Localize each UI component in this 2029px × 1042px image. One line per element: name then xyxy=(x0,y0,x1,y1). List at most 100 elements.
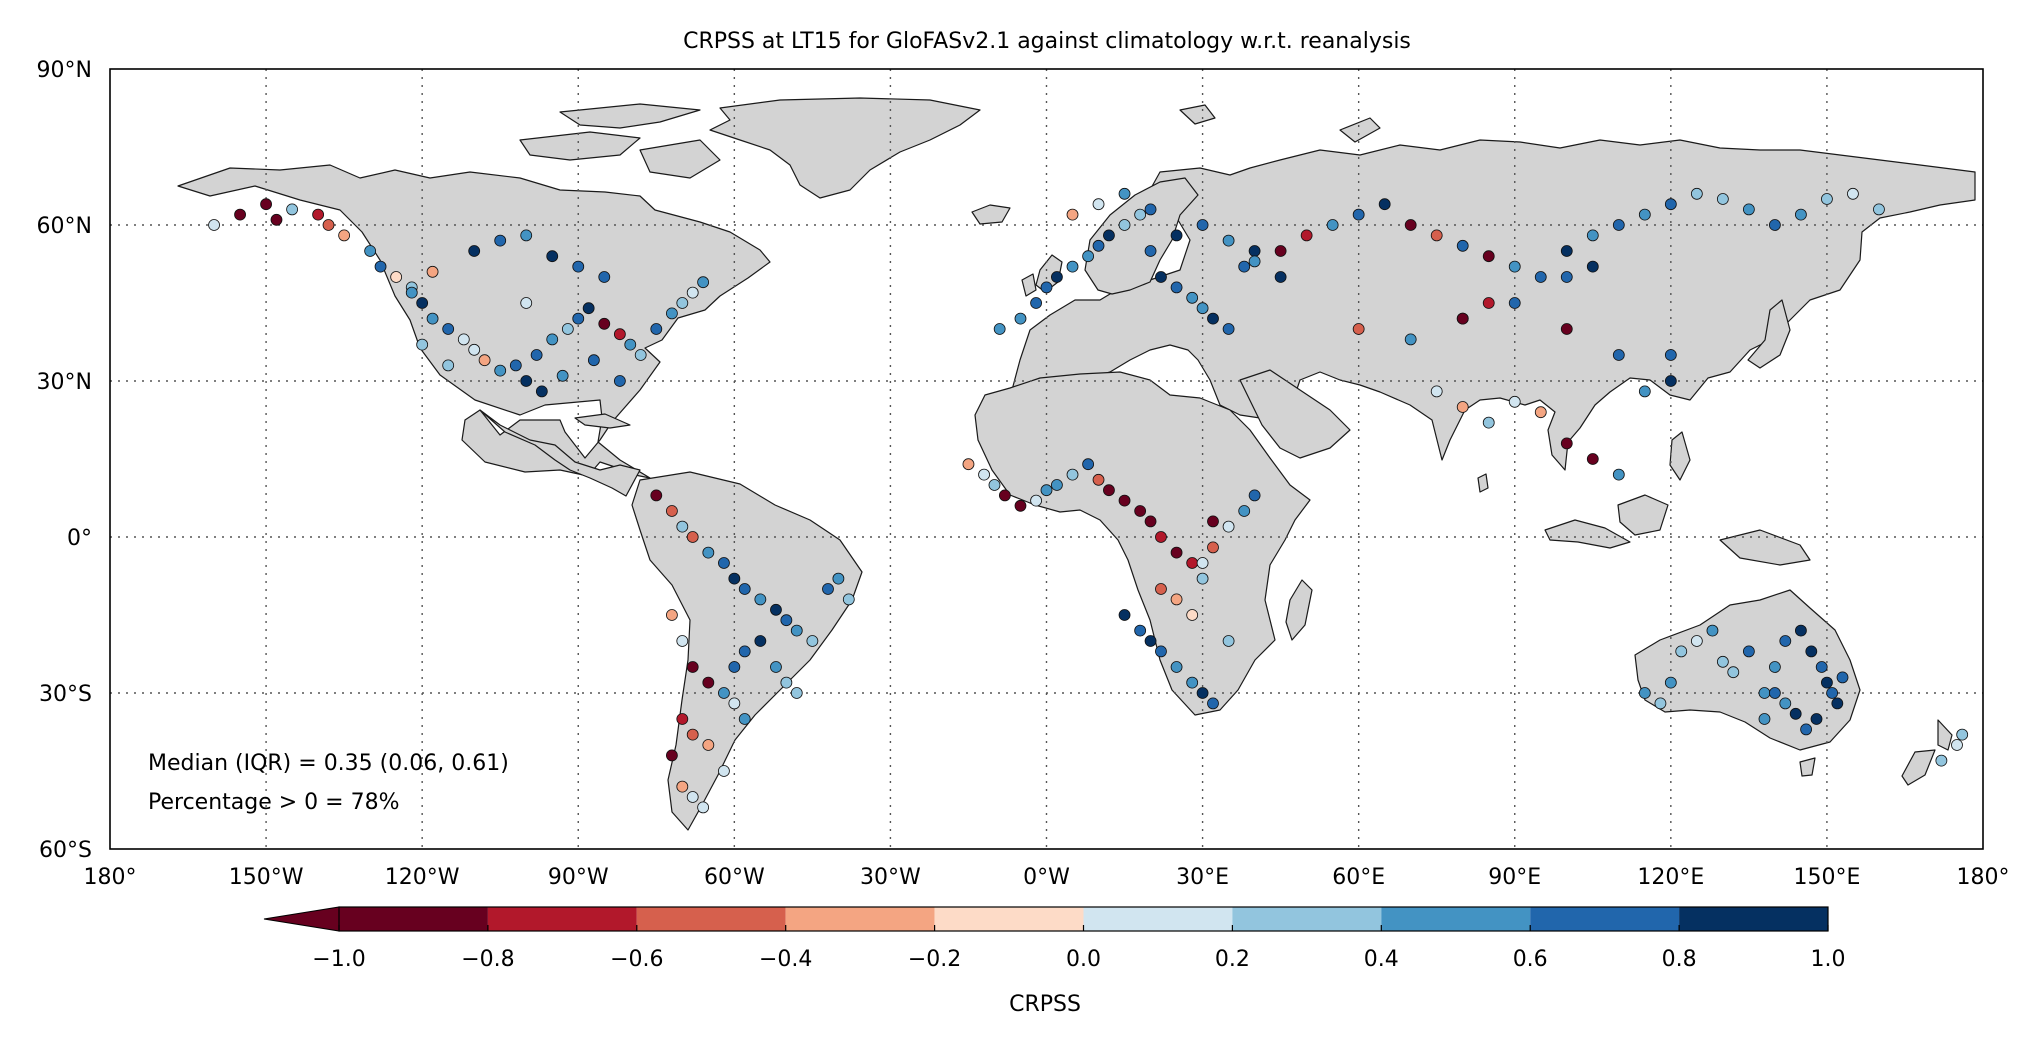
station-marker xyxy=(1207,312,1219,325)
station-marker xyxy=(728,661,741,673)
lon-tick-label: 30°E xyxy=(1176,865,1229,890)
station-marker xyxy=(718,765,730,777)
station-marker xyxy=(1155,645,1167,658)
station-marker xyxy=(1664,375,1677,387)
colorbar-segment xyxy=(934,907,1084,931)
station-marker xyxy=(1103,484,1115,497)
station-marker xyxy=(993,323,1006,335)
land-novaya-zemlya xyxy=(1339,117,1381,143)
station-marker xyxy=(718,687,730,699)
colorbar-segment xyxy=(636,907,786,931)
land-new-zealand-south xyxy=(1901,749,1936,786)
station-marker xyxy=(1560,437,1573,450)
station-marker xyxy=(1222,234,1235,247)
station-marker xyxy=(494,234,507,247)
station-marker xyxy=(556,369,569,382)
station-marker xyxy=(978,468,990,481)
station-marker xyxy=(1118,609,1131,621)
station-marker xyxy=(1638,385,1651,398)
lat-tick-label: 60°N xyxy=(37,214,92,239)
station-marker xyxy=(697,801,710,814)
station-marker xyxy=(650,489,663,502)
land-tasmania xyxy=(1799,757,1816,777)
station-marker xyxy=(1144,515,1157,528)
station-marker xyxy=(780,614,793,627)
station-marker xyxy=(1758,687,1771,699)
station-marker xyxy=(1144,245,1157,257)
lon-tick-label: 150°E xyxy=(1793,865,1860,890)
colorbar-segment xyxy=(487,907,637,931)
station-marker xyxy=(1508,297,1521,309)
station-marker xyxy=(1768,219,1781,231)
landmasses xyxy=(177,97,1976,831)
station-marker xyxy=(1092,239,1105,252)
station-marker xyxy=(1326,219,1339,231)
station-marker xyxy=(1248,245,1261,257)
station-marker xyxy=(1014,499,1027,512)
station-marker xyxy=(1716,655,1729,668)
station-marker xyxy=(718,557,730,569)
station-marker xyxy=(738,713,751,725)
station-marker xyxy=(728,572,741,585)
station-marker xyxy=(832,572,845,585)
station-marker xyxy=(676,520,689,533)
station-marker xyxy=(728,697,741,710)
station-marker xyxy=(666,749,678,762)
station-marker xyxy=(1155,583,1167,595)
station-marker xyxy=(1066,208,1079,221)
colorbar-tick-label: −0.6 xyxy=(610,947,663,972)
station-marker xyxy=(754,635,767,647)
station-marker xyxy=(770,661,782,673)
station-marker xyxy=(546,333,559,346)
station-markers xyxy=(208,187,1969,814)
chart-title: CRPSS at LT15 for GloFASv2.1 against cli… xyxy=(683,29,1411,54)
station-marker xyxy=(1186,291,1199,304)
land-central-america xyxy=(479,409,641,497)
lat-tick-label: 30°N xyxy=(37,370,92,395)
station-marker xyxy=(676,635,689,647)
station-marker xyxy=(1951,739,1963,751)
station-marker xyxy=(1092,198,1105,211)
station-marker xyxy=(702,739,715,751)
station-marker xyxy=(666,609,678,621)
station-marker xyxy=(1082,458,1095,471)
station-marker xyxy=(1810,713,1823,725)
station-marker xyxy=(790,687,803,699)
station-marker xyxy=(1534,271,1547,283)
station-marker xyxy=(1508,260,1521,273)
station-marker xyxy=(546,250,559,263)
station-marker xyxy=(770,603,782,616)
station-marker xyxy=(468,343,481,356)
station-marker xyxy=(1144,203,1157,216)
station-marker xyxy=(666,307,678,320)
station-marker xyxy=(1456,312,1469,325)
land-madagascar xyxy=(1285,579,1313,641)
lon-tick-label: 90°E xyxy=(1488,865,1541,890)
land-arabia xyxy=(1239,369,1351,459)
station-marker xyxy=(520,375,533,387)
station-marker xyxy=(1727,666,1740,679)
station-marker xyxy=(582,302,595,315)
land-svalbard xyxy=(1179,104,1216,125)
station-marker xyxy=(561,323,574,335)
station-marker xyxy=(790,624,803,637)
station-marker xyxy=(1508,395,1521,408)
station-marker xyxy=(338,229,351,242)
station-marker xyxy=(1638,208,1651,221)
station-marker xyxy=(535,385,548,398)
colorbar: −1.0 −0.8 −0.6 −0.4 −0.2 0.0 0.2 0.4 0.6 0.8 1.0 xyxy=(263,906,1846,972)
land-arctic-islands-1 xyxy=(559,103,701,129)
lon-tick-label: 120°E xyxy=(1637,865,1704,890)
station-marker xyxy=(1795,208,1807,221)
station-marker xyxy=(426,312,439,325)
station-marker xyxy=(1612,468,1625,481)
station-marker xyxy=(1066,468,1079,481)
colorbar-tick-label: 0.0 xyxy=(1066,947,1101,972)
station-marker xyxy=(1196,572,1209,585)
colorbar-tick-label: −0.8 xyxy=(461,947,514,972)
station-marker xyxy=(1170,661,1183,673)
station-marker xyxy=(234,208,246,221)
station-marker xyxy=(1155,271,1167,283)
station-marker xyxy=(1196,687,1209,699)
